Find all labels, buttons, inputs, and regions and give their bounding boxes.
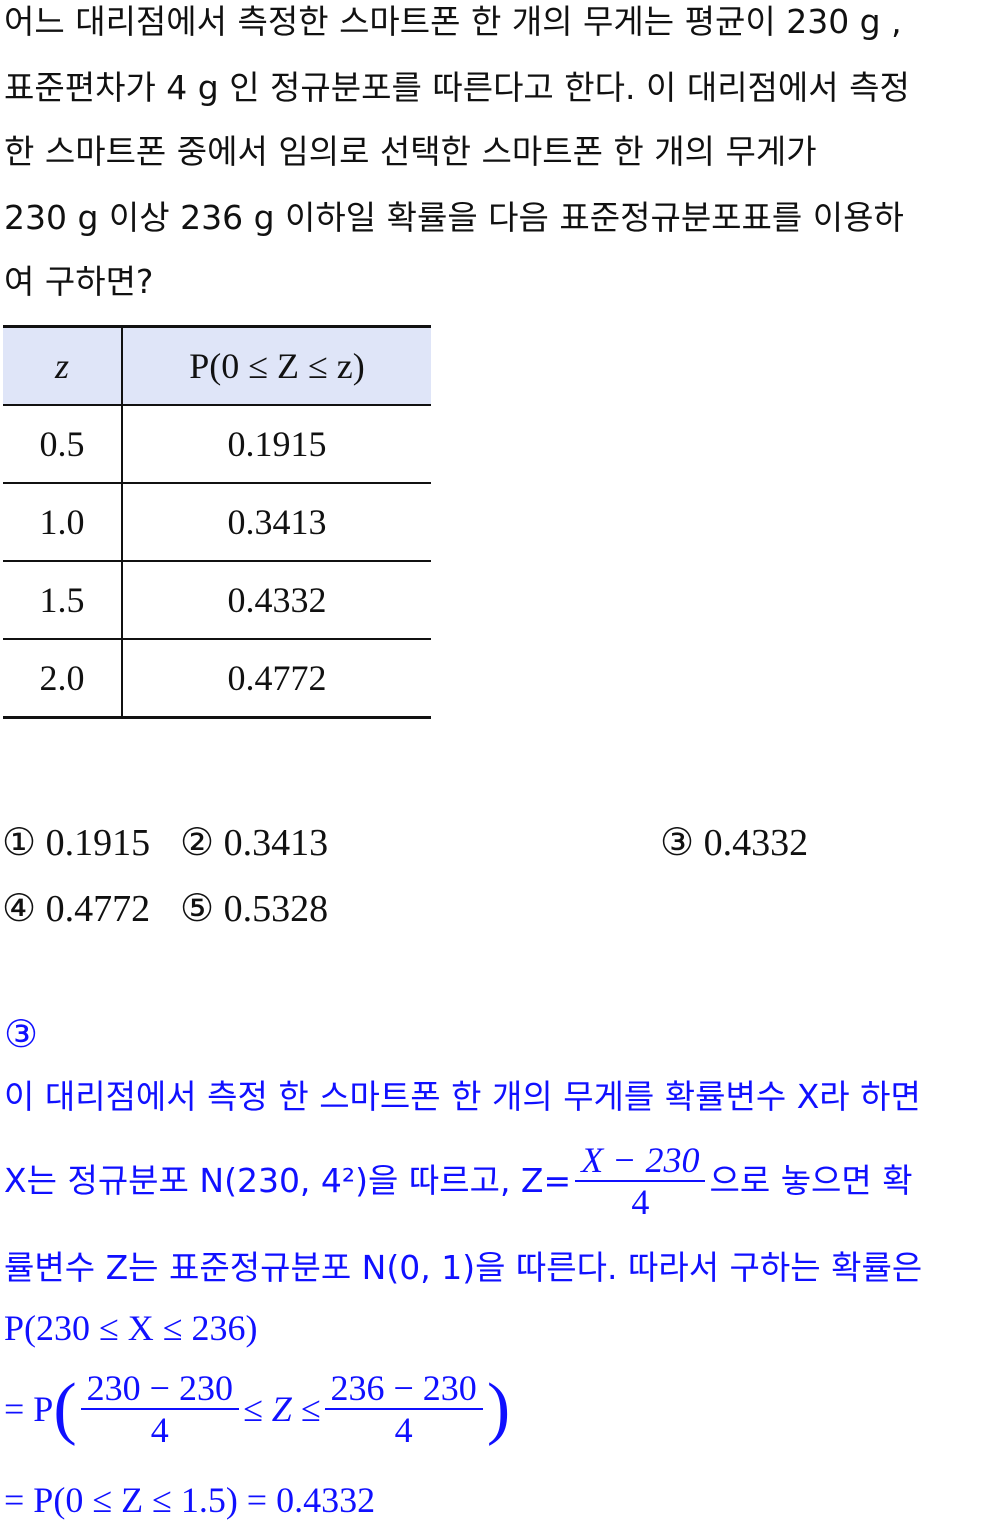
- explanation-text: ≤ Z ≤: [242, 1389, 321, 1429]
- cell-prob: 0.1915: [122, 405, 431, 484]
- question-line: 230 g 이상 236 g 이하일 확률을 다음 표준정규분포표를 이용하: [4, 198, 904, 237]
- explanation-line: = P(0 ≤ Z ≤ 1.5) = 0.4332: [4, 1480, 376, 1520]
- explanation-line: X는 정규분포 N(230, 4²)을 따르고, Z= X − 230 4 으로 …: [4, 1140, 913, 1222]
- explanation-text: X는 정규분포 N(230, 4²)을 따르고, Z=: [4, 1161, 572, 1200]
- numerator: 230 − 230: [80, 1368, 239, 1410]
- choice-2[interactable]: ② 0.3413: [180, 822, 329, 864]
- explanation-line: = P ( 230 − 230 4 ≤ Z ≤ 236 − 230 4 ): [4, 1368, 510, 1450]
- explanation-text: = P: [4, 1389, 54, 1429]
- left-paren: (: [53, 1370, 77, 1447]
- explanation-line: 률변수 Z는 표준정규분포 N(0, 1)을 따른다. 따라서 구하는 확률은: [4, 1248, 923, 1287]
- explanation-line: 이 대리점에서 측정 한 스마트폰 한 개의 무게를 확률변수 X라 하면: [4, 1077, 921, 1116]
- question-line: 어느 대리점에서 측정한 스마트폰 한 개의 무게는 평균이 230 g ,: [4, 2, 902, 41]
- numerator: 236 − 230: [324, 1368, 483, 1410]
- question-line: 표준편차가 4 g 인 정규분포를 따른다고 한다. 이 대리점에서 측정: [4, 68, 910, 107]
- cell-z: 0.5: [3, 405, 123, 484]
- cell-prob: 0.4332: [122, 561, 431, 640]
- denominator: 4: [150, 1410, 169, 1450]
- explanation-line: P(230 ≤ X ≤ 236): [4, 1308, 258, 1348]
- cell-z: 2.0: [3, 639, 123, 719]
- table-row: 0.5 0.1915: [3, 405, 431, 484]
- denominator: 4: [394, 1410, 413, 1450]
- denominator: 4: [631, 1182, 650, 1222]
- fraction: X − 230 4: [575, 1140, 706, 1222]
- table-row: 2.0 0.4772: [3, 639, 431, 719]
- explanation-text: 으로 놓으면 확: [709, 1161, 913, 1200]
- numerator: X − 230: [575, 1140, 706, 1182]
- table-row: 1.0 0.3413: [3, 483, 431, 562]
- question-line: 한 스마트폰 중에서 임의로 선택한 스마트폰 한 개의 무게가: [4, 132, 817, 171]
- choice-1[interactable]: ① 0.1915: [2, 822, 151, 864]
- right-paren: ): [486, 1370, 511, 1447]
- choice-4[interactable]: ④ 0.4772: [2, 888, 151, 930]
- standard-normal-table: z P(0 ≤ Z ≤ z) 0.5 0.1915 1.0 0.3413 1.5 0.…: [3, 325, 431, 719]
- cell-z: 1.0: [3, 483, 123, 562]
- header-prob: P(0 ≤ Z ≤ z): [122, 325, 431, 406]
- table-row: 1.5 0.4332: [3, 561, 431, 640]
- table-header-row: z P(0 ≤ Z ≤ z): [3, 325, 431, 406]
- answer-mark: ③: [4, 1012, 39, 1056]
- fraction: 230 − 230 4: [80, 1368, 239, 1450]
- choice-3[interactable]: ③ 0.4332: [660, 822, 809, 864]
- cell-z: 1.5: [3, 561, 123, 640]
- fraction: 236 − 230 4: [324, 1368, 483, 1450]
- header-z: z: [3, 325, 123, 406]
- question-line: 여 구하면?: [4, 262, 154, 301]
- cell-prob: 0.3413: [122, 483, 431, 562]
- cell-prob: 0.4772: [122, 639, 431, 719]
- choice-5[interactable]: ⑤ 0.5328: [180, 888, 329, 930]
